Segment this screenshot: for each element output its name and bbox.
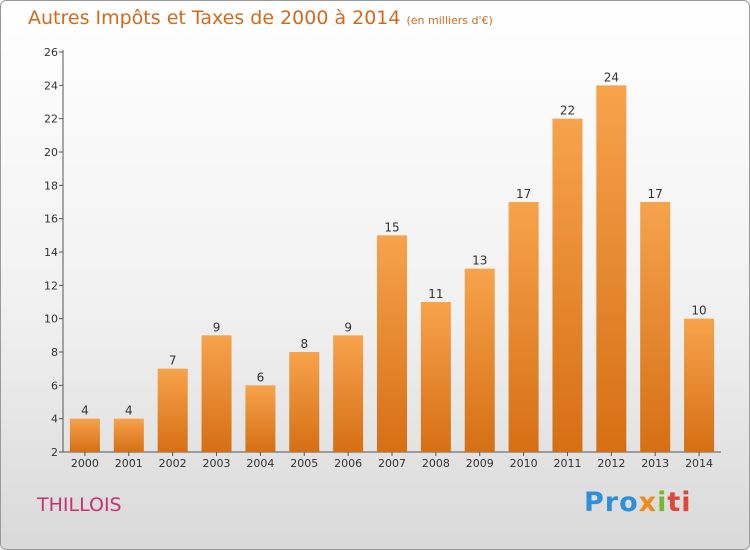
value-label: 17 bbox=[648, 187, 663, 201]
y-tick-label: 10 bbox=[44, 313, 58, 326]
x-tick-label: 2011 bbox=[553, 457, 581, 470]
value-label: 4 bbox=[81, 404, 89, 418]
title-block: Autres Impôts et Taxes de 2000 à 2014 (en… bbox=[28, 7, 493, 29]
bar bbox=[245, 385, 276, 452]
bar bbox=[157, 368, 188, 452]
y-tick-label: 4 bbox=[51, 413, 58, 426]
value-label: 7 bbox=[169, 354, 177, 368]
bar bbox=[69, 418, 100, 452]
x-tick-label: 2001 bbox=[115, 457, 143, 470]
chart-title: Autres Impôts et Taxes de 2000 à 2014 bbox=[28, 7, 401, 29]
bar bbox=[552, 118, 583, 453]
y-tick-label: 6 bbox=[51, 379, 58, 392]
y-tick-label: 18 bbox=[44, 179, 58, 192]
value-label: 6 bbox=[257, 370, 265, 384]
x-tick-label: 2012 bbox=[597, 457, 625, 470]
y-tick-label: 20 bbox=[44, 146, 58, 159]
bar bbox=[333, 335, 364, 452]
proxiti-logo: Proxiti bbox=[584, 487, 692, 518]
value-label: 8 bbox=[300, 337, 308, 351]
bar bbox=[508, 202, 539, 452]
x-tick-label: 2006 bbox=[334, 457, 362, 470]
bar bbox=[377, 235, 407, 452]
x-tick-label: 2008 bbox=[422, 457, 450, 470]
value-label: 11 bbox=[428, 287, 443, 301]
x-tick-label: 2003 bbox=[203, 457, 231, 470]
value-label: 15 bbox=[384, 220, 399, 234]
town-name: THILLOIS bbox=[37, 494, 122, 516]
logo-part: ti bbox=[667, 487, 692, 518]
y-tick-label: 22 bbox=[44, 113, 58, 126]
value-label: 17 bbox=[516, 187, 531, 201]
logo-part: x bbox=[638, 487, 658, 518]
logo-part: Pro bbox=[584, 487, 639, 518]
x-tick-label: 2010 bbox=[510, 457, 538, 470]
y-tick-label: 8 bbox=[51, 346, 58, 359]
bar bbox=[464, 268, 495, 452]
x-tick-label: 2007 bbox=[378, 457, 406, 470]
bar bbox=[684, 318, 715, 452]
y-tick-label: 12 bbox=[44, 279, 58, 292]
bar bbox=[640, 202, 671, 452]
value-label: 9 bbox=[344, 320, 352, 334]
bar bbox=[289, 352, 320, 452]
y-tick-label: 24 bbox=[44, 79, 58, 92]
y-tick-label: 14 bbox=[44, 246, 58, 259]
x-tick-label: 2009 bbox=[466, 457, 494, 470]
value-label: 9 bbox=[213, 320, 221, 334]
value-label: 4 bbox=[125, 404, 133, 418]
bar bbox=[420, 302, 451, 452]
x-tick-label: 2014 bbox=[685, 457, 713, 470]
x-tick-label: 2013 bbox=[641, 457, 669, 470]
value-label: 10 bbox=[691, 304, 706, 318]
bar bbox=[201, 335, 232, 452]
logo-part: i bbox=[657, 487, 668, 518]
value-label: 24 bbox=[604, 70, 619, 84]
data-labels: 4 4 7 9 6 8 9 15 11 13 17 22 24 17 10 bbox=[81, 70, 707, 417]
y-tick-label: 26 bbox=[44, 46, 58, 59]
chart-subtitle: (en milliers d'€) bbox=[406, 14, 493, 27]
x-tick-label: 2004 bbox=[246, 457, 274, 470]
x-tick-label: 2005 bbox=[290, 457, 318, 470]
bar bbox=[596, 85, 627, 452]
x-tick-label: 2000 bbox=[71, 457, 99, 470]
y-tick-label: 16 bbox=[44, 213, 58, 226]
value-label: 13 bbox=[472, 254, 487, 268]
value-label: 22 bbox=[560, 104, 575, 118]
bar bbox=[113, 418, 144, 452]
y-tick-label: 2 bbox=[51, 446, 58, 459]
x-tick-label: 2002 bbox=[159, 457, 187, 470]
bars bbox=[69, 85, 715, 453]
